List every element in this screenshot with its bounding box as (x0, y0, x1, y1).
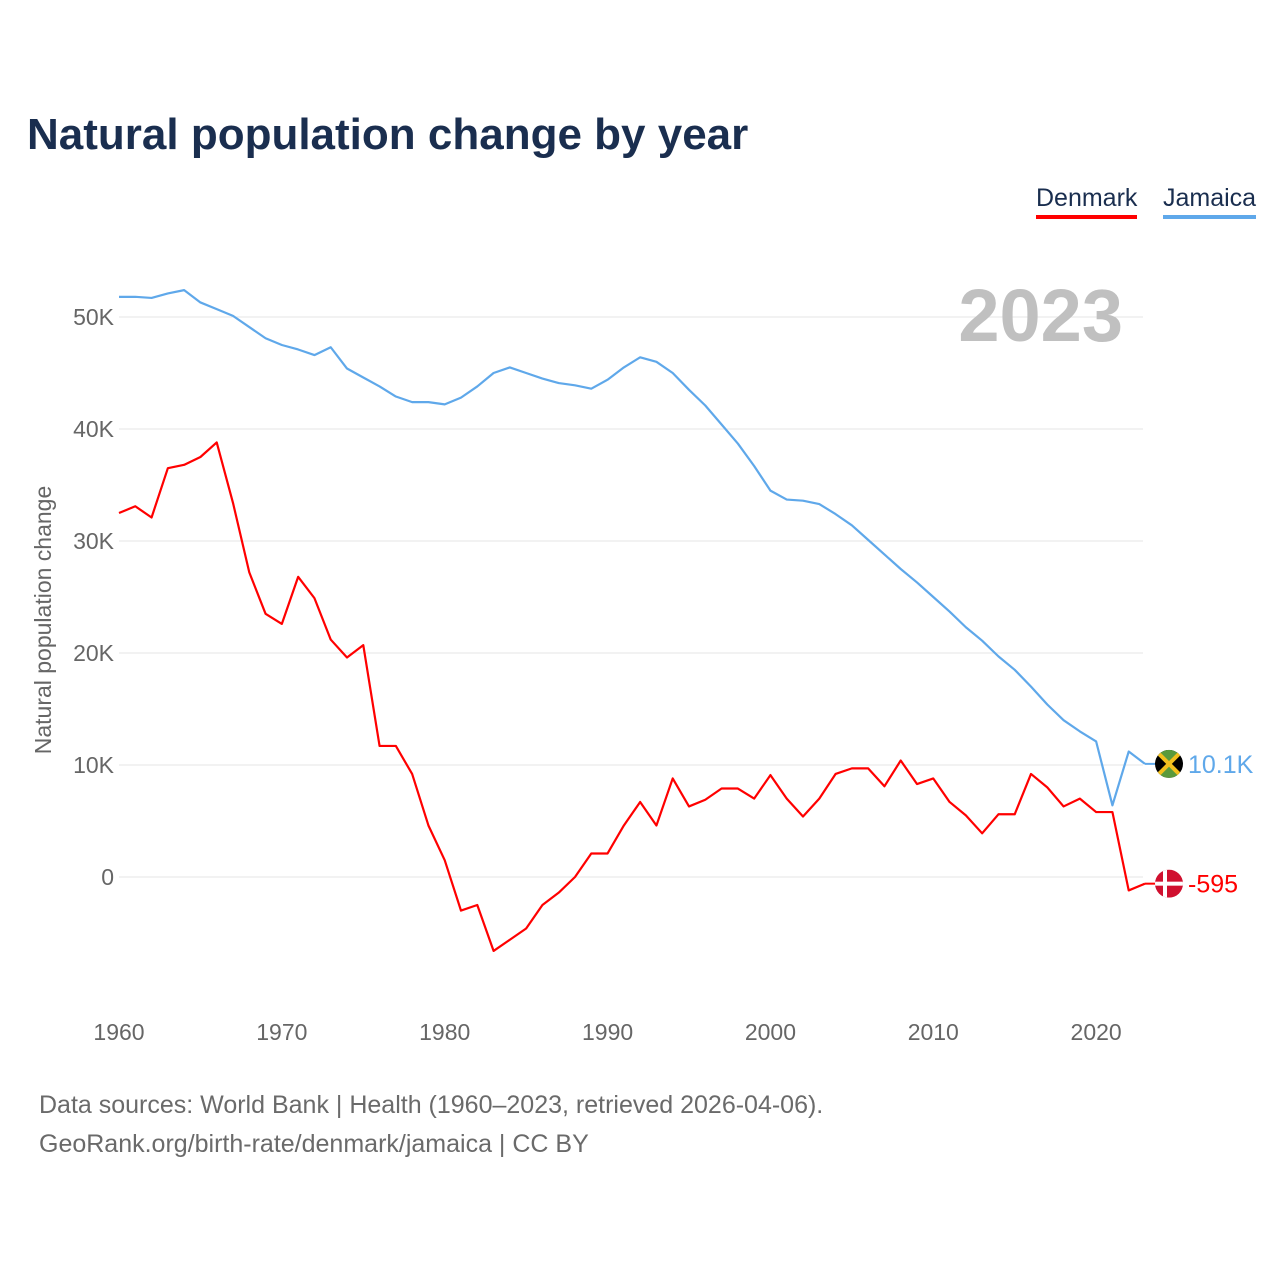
y-tick-label: 0 (101, 864, 114, 890)
x-tick-label: 1990 (582, 1019, 633, 1045)
series-line-denmark[interactable] (118, 441, 1146, 953)
x-tick-label: 1960 (93, 1019, 144, 1045)
series-line-jamaica[interactable] (119, 289, 1146, 807)
y-axis-label: Natural population change (30, 486, 56, 755)
y-tick-label: 10K (73, 752, 115, 778)
jamaica-flag-icon (1155, 749, 1183, 778)
legend-jamaica[interactable]: Jamaica (1163, 184, 1257, 219)
x-tick-label: 1970 (256, 1019, 307, 1045)
y-tick-label: 30K (73, 528, 115, 554)
x-tick-label: 1980 (419, 1019, 470, 1045)
legend-denmark[interactable]: Denmark (1036, 184, 1138, 219)
source-link[interactable]: GeoRank.org/birth-rate/denmark/jamaica |… (39, 1130, 589, 1158)
footer: Data sources: World Bank | Health (1960–… (39, 1086, 823, 1164)
x-tick-label: 2000 (745, 1019, 796, 1045)
data-source-text: Data sources: World Bank | Health (1960–… (39, 1091, 824, 1119)
x-tick-label: 2020 (1071, 1019, 1122, 1045)
end-value-label-jamaica: 10.1K (1188, 751, 1254, 779)
year-label: 2023 (958, 274, 1123, 357)
y-tick-label: 40K (73, 416, 115, 442)
end-value-label-denmark: -595 (1188, 871, 1238, 899)
chart-title: Natural population change by year (27, 110, 749, 159)
denmark-flag-icon (1155, 869, 1183, 898)
x-tick-label: 2010 (908, 1019, 959, 1045)
y-tick-label: 20K (73, 640, 115, 666)
y-tick-label: 50K (73, 304, 115, 330)
